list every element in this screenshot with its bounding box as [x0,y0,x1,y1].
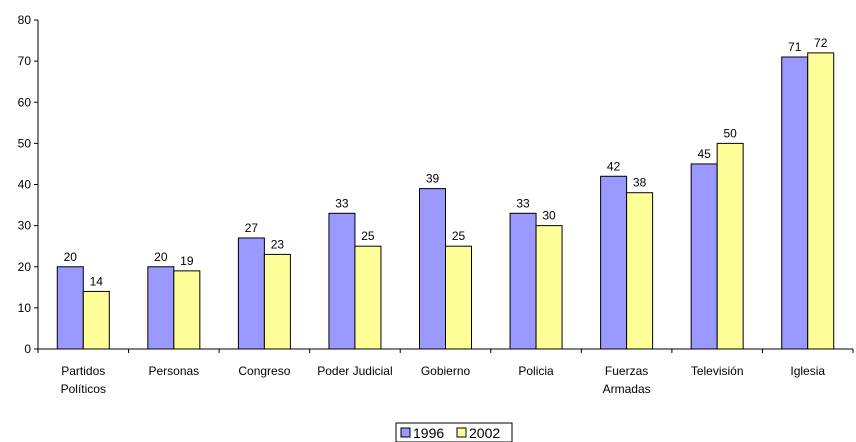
legend-swatch-2002 [456,427,467,438]
category-label: Televisión [691,364,744,378]
category-label: Partidos [61,364,105,378]
category-label: Poder Judicial [317,364,392,378]
data-label: 14 [90,274,104,288]
legend-box [395,422,513,442]
category-label: Gobierno [421,364,471,378]
data-label: 33 [516,196,530,210]
y-tick-label: 10 [18,301,32,315]
bar-1996 [237,237,265,350]
category-label: Iglesia [790,364,825,378]
data-label: 42 [607,159,621,173]
data-label: 27 [245,221,259,235]
category-label: Armadas [603,382,651,396]
bar-1996 [690,163,718,350]
data-label: 38 [633,176,647,190]
data-label: 20 [154,250,168,264]
category-label: Policia [518,364,554,378]
data-label: 72 [814,36,828,50]
data-label: 71 [788,40,802,54]
data-label: 45 [697,147,711,161]
bar-2002 [445,245,472,350]
y-tick-label: 40 [18,178,32,192]
y-tick-label: 30 [18,219,32,233]
bar-1996 [419,188,446,350]
bar-2002 [173,270,201,350]
bar-1996 [600,175,628,350]
data-label: 23 [271,237,285,251]
data-label: 50 [723,126,737,140]
bar-2002 [82,290,110,350]
bar-2002 [263,253,291,350]
bar-2002 [626,192,654,350]
data-label: 19 [180,254,194,268]
bar-1996 [147,266,175,350]
bar-1996 [328,212,356,350]
bar-1996 [509,212,537,350]
data-label: 30 [542,209,556,223]
bar-2002 [535,225,563,350]
y-tick-label: 60 [18,95,32,109]
category-label: Políticos [61,382,106,396]
data-label: 39 [426,172,440,186]
legend-swatch-1996 [400,427,411,438]
y-tick-label: 70 [18,54,32,68]
data-label: 33 [335,196,349,210]
bar-2002 [354,245,382,350]
data-label: 25 [452,229,466,243]
bar-1996 [56,266,84,350]
category-label: Congreso [238,364,290,378]
bar-2002 [807,52,835,350]
legend-label-1996: 1996 [413,425,444,441]
y-tick-label: 20 [18,260,32,274]
data-label: 25 [361,229,375,243]
category-label: Fuerzas [605,364,648,378]
bar-1996 [781,56,809,350]
y-tick-label: 0 [24,342,31,356]
data-label: 20 [64,250,78,264]
bar-2002 [716,142,744,350]
category-label: Personas [148,364,199,378]
legend-label-2002: 2002 [469,425,500,441]
y-tick-label: 50 [18,136,32,150]
y-tick-label: 80 [18,13,32,27]
